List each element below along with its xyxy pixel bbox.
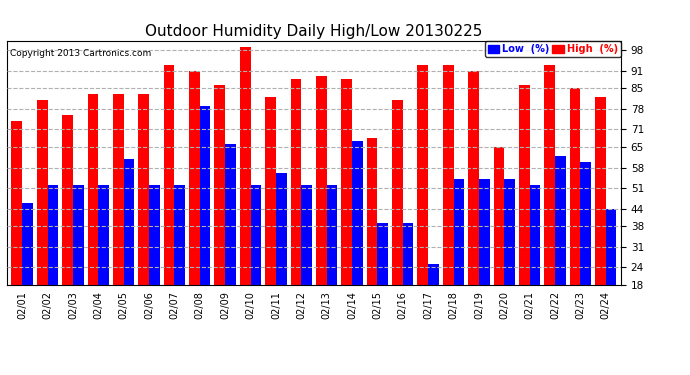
Text: Copyright 2013 Cartronics.com: Copyright 2013 Cartronics.com [10,49,151,58]
Bar [595,97,606,285]
Bar [240,47,250,285]
Bar [570,88,580,285]
Bar [189,70,200,285]
Bar [164,65,175,285]
Bar [200,106,210,285]
Bar [250,185,262,285]
Bar [530,185,540,285]
Bar [443,65,453,285]
Legend: Low  (%), High  (%): Low (%), High (%) [484,41,621,57]
Bar [302,185,312,285]
Bar [48,185,58,285]
Bar [469,70,479,285]
Bar [377,224,388,285]
Bar [326,185,337,285]
Bar [139,94,149,285]
Bar [403,224,413,285]
Bar [417,65,428,285]
Bar [606,209,616,285]
Bar [580,162,591,285]
Bar [12,120,22,285]
Bar [22,203,33,285]
Bar [265,97,276,285]
Bar [290,80,302,285]
Bar [544,65,555,285]
Bar [479,179,489,285]
Bar [555,156,566,285]
Bar [215,85,225,285]
Bar [73,185,83,285]
Bar [352,141,363,285]
Bar [149,185,159,285]
Bar [392,100,403,285]
Bar [428,264,439,285]
Bar [519,85,530,285]
Bar [493,147,504,285]
Bar [225,144,236,285]
Bar [316,76,326,285]
Bar [113,94,124,285]
Bar [175,185,185,285]
Bar [276,173,286,285]
Bar [366,138,377,285]
Bar [98,185,109,285]
Bar [37,100,48,285]
Bar [342,80,352,285]
Bar [62,115,73,285]
Bar [124,159,135,285]
Bar [88,94,98,285]
Bar [504,179,515,285]
Title: Outdoor Humidity Daily High/Low 20130225: Outdoor Humidity Daily High/Low 20130225 [146,24,482,39]
Bar [453,179,464,285]
